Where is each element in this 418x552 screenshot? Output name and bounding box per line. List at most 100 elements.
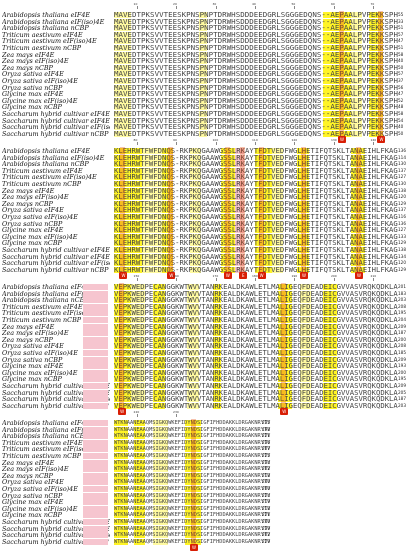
similar-highlight <box>271 207 284 214</box>
variant-highlight <box>82 336 109 343</box>
conserved-highlight <box>212 356 222 363</box>
conserved-highlight <box>350 174 365 181</box>
conserved-highlight <box>161 247 174 253</box>
conserved-highlight <box>255 148 272 154</box>
key-residue-marker: W <box>377 136 386 144</box>
similar-highlight <box>153 420 168 426</box>
sequence-track: WTKNAANEAAQMSIGKQWKEFIDYNDSIGFIFHDDAKKLD… <box>82 525 396 532</box>
residue-end-number: 57 <box>398 71 404 77</box>
residue-end-number: 133 <box>398 233 406 239</box>
conserved-highlight <box>184 538 202 545</box>
alignment-row: Glycine max nCBP KLEHRWTFWFDNQS-RKPKQGAAW… <box>0 239 418 247</box>
variant-highlight <box>235 161 244 168</box>
ruler-tick-label: 60 <box>330 2 335 6</box>
residue-string: WTKNAANEAAQMSIGKQWKEFIDYNDSIGFIFHDDAKKLD… <box>114 433 271 440</box>
conserved-highlight <box>322 38 351 45</box>
sequence-track: VEPKWEDPECANGGKWTWVVTANRKEALDKAWLETLMALI… <box>82 369 398 376</box>
ruler-tick-mark <box>255 278 256 281</box>
similar-highlight <box>198 12 208 18</box>
conserved-highlight <box>221 207 236 214</box>
conserved-highlight <box>153 369 165 376</box>
residue-string: KLEHRWTFWFDNQS-RKPKQGAAWGSSLRKAYTFDTVEDF… <box>114 159 398 169</box>
similar-highlight <box>271 194 284 201</box>
conserved-highlight <box>133 472 145 479</box>
conserved-highlight <box>114 266 143 273</box>
similar-highlight <box>300 310 312 317</box>
variant-highlight <box>82 420 109 426</box>
alignment-row: Triticum aestivum nCBP MAVEDTPKSVVTEESKPN… <box>0 44 418 52</box>
conserved-highlight <box>221 240 236 247</box>
similar-highlight <box>153 505 168 512</box>
residue-end-number: 54 <box>398 117 404 123</box>
residue-end-number: 229 <box>262 538 270 544</box>
sequence-track: WTKNAANEAAQMSIGKQWKEFIDYNDSIGFIFHDDAKKLD… <box>82 538 396 545</box>
species-name: Zea mays eIF(iso)4E <box>2 329 69 338</box>
conserved-highlight <box>322 356 337 363</box>
residue-string: VEPKWEDPECANGGKWTWVVTANRKEALDKAWLETLMALI… <box>114 354 398 364</box>
alignment-row: Zea mays eIF(iso)4E KLEHRWTFWFDNQS-RKPKQG… <box>0 193 418 201</box>
conserved-highlight <box>212 336 222 343</box>
alignment-row: Glycine max eIF(iso)4E KLEHRWTFWFDNQS-RKP… <box>0 233 418 241</box>
alignment-row: Saccharum hybrid cultivar eIF4Ea WTKNAANE… <box>0 518 418 526</box>
ruler-tick-mark <box>176 142 177 145</box>
similar-highlight <box>114 78 131 84</box>
conserved-highlight <box>322 323 337 330</box>
similar-highlight <box>198 71 208 78</box>
conserved-highlight <box>114 303 131 310</box>
species-name: Zea mays eIF4E <box>2 50 55 59</box>
conserved-highlight <box>350 161 365 168</box>
sequence-track: VEPKWEDPECANGGKWTWVVTANRKEALDKAWLETLMALI… <box>82 354 398 364</box>
sequence-track: MAVEDTPKSVVTEESKPNSPNPTDRWHSDDDEEDGRLSGG… <box>114 123 398 131</box>
alignment-row: Arabidopsis thaliana eIF(iso)4E KLEHRWTFW… <box>0 153 418 161</box>
conserved-highlight <box>114 453 129 459</box>
species-name: Saccharum hybrid cultivar eIF4Eb <box>2 388 110 397</box>
conserved-highlight <box>255 227 272 234</box>
similar-highlight <box>350 58 363 65</box>
species-name: Zea mays eIF4E <box>2 322 55 331</box>
conserved-highlight <box>297 247 309 253</box>
position-ruler: 10 20 30 40 50 60 70 <box>0 2 418 10</box>
species-name: Arabidopsis thaliana eIF(iso)4E <box>2 17 105 26</box>
similar-highlight <box>153 426 168 433</box>
similar-highlight <box>114 97 131 104</box>
alignment-row: Arabidopsis thaliana nCBP WTKNAANEAAQMSIG… <box>0 432 418 440</box>
residue-end-number: 57 <box>398 31 404 37</box>
conserved-highlight <box>153 317 165 323</box>
similar-highlight <box>187 290 199 297</box>
sequence-track: KLEHRWTFWFDNQS-RKPKQGAAWGSSLRKAYTFDTVEDF… <box>114 219 398 227</box>
species-name: Oryza sativa nCBP <box>2 355 63 364</box>
key-residue-markers: W <box>0 544 418 552</box>
similar-highlight <box>198 111 208 117</box>
similar-highlight <box>114 130 131 137</box>
variant-highlight <box>82 317 109 323</box>
alignment-block: 80 90 100 110 120 130 140 Arabidopsis thaliana … <box>0 138 418 280</box>
alignment-row: Saccharum hybrid cultivar eIF4Ea VEPKWEDP… <box>0 382 418 390</box>
conserved-highlight <box>114 466 129 473</box>
alignment-row: Zea mays eIF(iso)4E WTKNAANEAAQMSIGKQWKEF… <box>0 465 418 473</box>
similar-highlight <box>300 336 312 343</box>
species-name: Saccharum hybrid cultivar eIF(iso)4E <box>2 395 110 404</box>
similar-highlight <box>190 207 202 214</box>
residue-end-number: 219 <box>262 499 270 505</box>
conserved-highlight <box>350 200 365 207</box>
similar-highlight <box>130 317 145 323</box>
conserved-highlight <box>277 290 292 297</box>
similar-highlight <box>142 187 162 194</box>
residue-end-number: 208 <box>398 343 406 349</box>
conserved-highlight <box>114 330 131 337</box>
ruler-tick-label: 90 <box>173 138 177 142</box>
conserved-highlight <box>277 369 292 376</box>
conserved-highlight <box>255 154 272 161</box>
similar-highlight <box>198 124 208 131</box>
variant-highlight <box>235 207 244 214</box>
species-name: Oryza sativa eIF(iso)4E <box>2 485 78 493</box>
alignment-row: Saccharum hybrid cultivar eIF4Eb MAVEDTPK… <box>0 116 418 124</box>
conserved-highlight <box>255 207 272 214</box>
conserved-highlight <box>153 284 165 290</box>
sequence-track: KLEHRWTFWFDNQS-RKPKQGAAWGSSLRKAYTFDTVEDF… <box>114 239 398 247</box>
residue-end-number: 120 <box>398 194 406 200</box>
conserved-highlight <box>221 220 236 227</box>
conserved-highlight <box>369 45 384 51</box>
conserved-highlight <box>322 12 351 18</box>
